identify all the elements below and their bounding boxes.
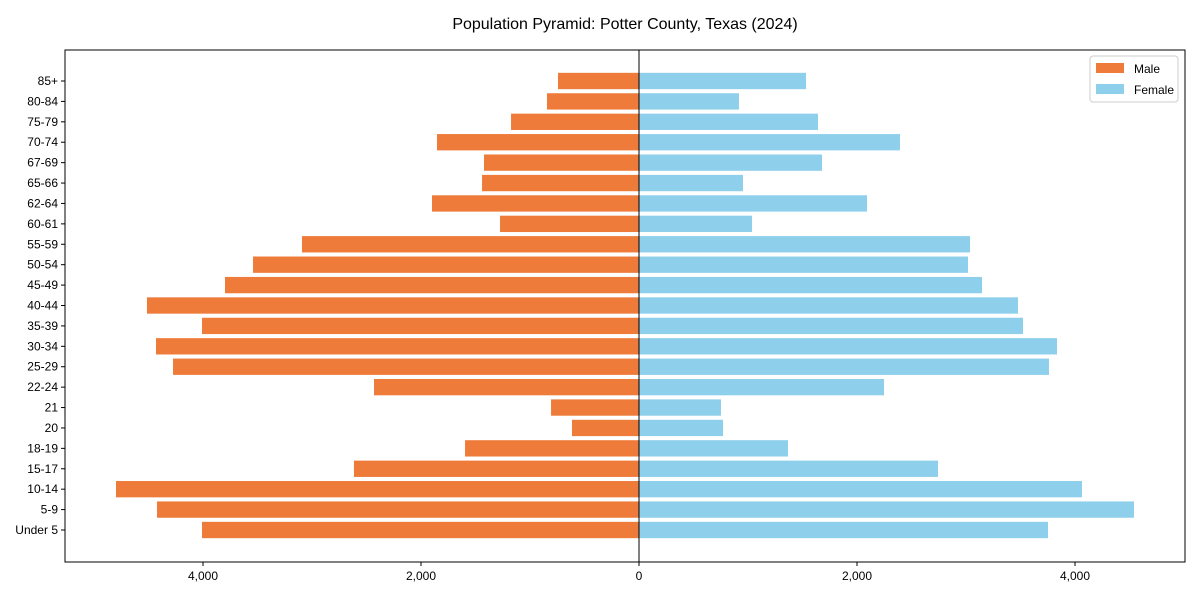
y-tick-label: 45-49 — [27, 278, 58, 292]
y-tick-label: 80-84 — [27, 94, 58, 108]
y-tick-label: 10-14 — [27, 482, 58, 496]
bar-male-67-69 — [484, 154, 640, 171]
legend-label-female: Female — [1134, 83, 1174, 97]
bar-male-25-29 — [173, 358, 640, 375]
y-tick-label: 65-66 — [27, 176, 58, 190]
y-tick-label: 22-24 — [27, 380, 58, 394]
bar-female-20 — [639, 419, 724, 437]
bar-female-70-74 — [639, 134, 900, 151]
bar-male-80-84 — [547, 93, 640, 110]
chart-title: Population Pyramid: Potter County, Texas… — [452, 16, 797, 33]
bar-male-65-66 — [482, 174, 640, 192]
y-tick-label: 75-79 — [27, 115, 58, 129]
bar-male-85+ — [558, 72, 640, 90]
bar-male-55-59 — [301, 236, 640, 253]
bar-male-60-61 — [500, 215, 640, 233]
y-tick-label: 25-29 — [27, 360, 58, 374]
bar-female-45-49 — [639, 276, 983, 294]
bar-male-20 — [571, 419, 640, 437]
y-tick-label: 50-54 — [27, 258, 58, 272]
bar-female-30-34 — [639, 338, 1058, 355]
x-tick-label: 2,000 — [842, 569, 872, 583]
bar-male-18-19 — [465, 440, 640, 457]
bar-female-75-79 — [639, 113, 818, 130]
bar-female-15-17 — [639, 460, 939, 477]
x-tick-label: 4,000 — [1060, 569, 1090, 583]
bar-female-65-66 — [639, 174, 743, 192]
y-tick-label: Under 5 — [15, 523, 58, 537]
legend-label-male: Male — [1134, 62, 1160, 76]
bar-female-18-19 — [639, 440, 789, 457]
bar-female-25-29 — [639, 358, 1049, 375]
bar-female-62-64 — [639, 195, 868, 212]
y-tick-label: 21 — [45, 401, 59, 415]
bar-female-50-54 — [639, 256, 968, 273]
y-tick-label: 30-34 — [27, 339, 58, 353]
bar-female-Under 5 — [639, 521, 1048, 539]
bar-male-70-74 — [437, 134, 640, 151]
bar-male-15-17 — [353, 460, 640, 477]
bar-female-22-24 — [639, 378, 885, 396]
plot-frame — [64, 49, 1186, 563]
bar-male-21 — [551, 399, 640, 416]
x-tick-label: 2,000 — [406, 569, 436, 583]
y-tick-label: 67-69 — [27, 156, 58, 170]
y-tick-label: 15-17 — [27, 462, 58, 476]
legend: Male Female — [1089, 55, 1179, 103]
legend-swatch-female — [1096, 84, 1124, 94]
bar-male-Under 5 — [202, 521, 640, 539]
bar-female-67-69 — [639, 154, 823, 171]
bar-male-35-39 — [202, 317, 640, 335]
y-tick-label: 55-59 — [27, 237, 58, 251]
y-tick-label: 60-61 — [27, 217, 58, 231]
bar-male-30-34 — [156, 338, 640, 355]
bar-male-10-14 — [116, 481, 640, 498]
y-tick-label: 35-39 — [27, 319, 58, 333]
x-tick-label: 0 — [636, 569, 643, 583]
y-tick-label: 70-74 — [27, 135, 58, 149]
bar-female-21 — [639, 399, 721, 416]
bar-male-5-9 — [156, 501, 640, 518]
bar-female-85+ — [639, 72, 806, 90]
bar-male-22-24 — [374, 378, 640, 396]
y-tick-label: 40-44 — [27, 299, 58, 313]
y-tick-label: 20 — [45, 421, 59, 435]
y-tick-label: 62-64 — [27, 196, 58, 210]
x-tick-label: 4,000 — [188, 569, 218, 583]
bar-male-45-49 — [225, 276, 640, 294]
bar-female-40-44 — [639, 297, 1019, 314]
bar-female-55-59 — [639, 236, 971, 253]
legend-swatch-male — [1096, 63, 1124, 73]
y-tick-label: 5-9 — [41, 503, 59, 517]
bar-female-5-9 — [639, 501, 1134, 518]
bar-male-62-64 — [432, 195, 640, 212]
bar-female-10-14 — [639, 481, 1082, 498]
y-tick-label: 85+ — [38, 74, 58, 88]
y-tick-label: 18-19 — [27, 441, 58, 455]
bar-male-40-44 — [146, 297, 640, 314]
bar-female-60-61 — [639, 215, 753, 233]
bar-male-75-79 — [511, 113, 640, 130]
bar-male-50-54 — [253, 256, 640, 273]
bar-female-35-39 — [639, 317, 1024, 335]
bar-female-80-84 — [639, 93, 739, 110]
